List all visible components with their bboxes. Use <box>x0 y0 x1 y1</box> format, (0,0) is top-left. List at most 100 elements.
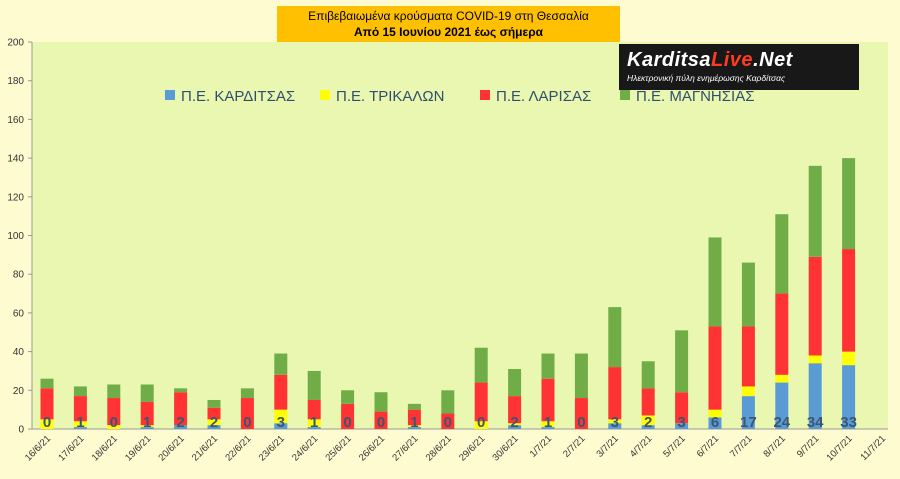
data-label: 1 <box>544 414 552 431</box>
x-tick-label: 18/6/21 <box>90 433 120 463</box>
bar-segment-4 <box>374 392 388 412</box>
bar-segment-4 <box>541 353 555 379</box>
bar-segment-3 <box>608 367 622 420</box>
bar-segment-4 <box>73 386 87 397</box>
x-tick-label: 9/7/21 <box>795 433 821 459</box>
x-tick-label: 3/7/21 <box>594 433 620 459</box>
data-label: 2 <box>644 414 652 431</box>
y-tick-label: 180 <box>7 76 24 87</box>
bar-segment-4 <box>207 399 221 408</box>
x-tick-label: 20/6/21 <box>157 433 187 463</box>
bar-segment-1 <box>541 427 555 429</box>
data-label: 2 <box>210 414 218 431</box>
data-label: 24 <box>773 414 790 431</box>
logo-subtitle: Ηλεκτρονική πύλη ενημέρωσης Καρδίτσας <box>627 73 786 83</box>
logo-text-b: Live <box>711 49 754 71</box>
bar-segment-2 <box>741 386 755 397</box>
bar-segment-4 <box>240 388 254 399</box>
bar-segment-4 <box>608 307 622 368</box>
bar-segment-4 <box>174 388 188 393</box>
bar-segment-1 <box>675 423 689 429</box>
bar-segment-3 <box>541 378 555 422</box>
bar-segment-2 <box>541 421 555 428</box>
data-label: 1 <box>76 414 84 431</box>
x-tick-label: 24/6/21 <box>290 433 320 463</box>
x-tick-label: 11/7/21 <box>858 433 888 463</box>
data-label: 0 <box>444 414 452 431</box>
bar-segment-4 <box>708 237 722 327</box>
bar-segment-4 <box>508 369 522 397</box>
bar-segment-1 <box>775 382 789 429</box>
data-label: 34 <box>807 414 824 431</box>
data-label: 0 <box>43 414 51 431</box>
y-tick-label: 140 <box>7 154 24 165</box>
bar-segment-3 <box>374 411 388 429</box>
bar-segment-1 <box>140 427 154 429</box>
bar-segment-4 <box>40 378 54 389</box>
bar-segment-1 <box>407 427 421 429</box>
bar-segment-3 <box>741 326 755 387</box>
x-tick-label: 1/7/21 <box>528 433 554 459</box>
legend-swatch <box>480 90 490 100</box>
chart-title-line1: Επιβεβαιωμένα κρούσματα COVID-19 στη Θεσ… <box>308 9 589 23</box>
bar-segment-4 <box>641 361 655 389</box>
y-tick-label: 200 <box>7 38 24 49</box>
bar-segment-2 <box>641 415 655 426</box>
bar-segment-1 <box>73 427 87 429</box>
data-label: 2 <box>176 414 184 431</box>
data-label: 3 <box>611 414 619 431</box>
bar-segment-2 <box>608 419 622 424</box>
bar-segment-2 <box>407 425 421 428</box>
bar-segment-1 <box>842 365 856 429</box>
bar-segment-1 <box>708 417 722 429</box>
bar-segment-3 <box>641 388 655 416</box>
x-tick-label: 23/6/21 <box>257 433 287 463</box>
bar-segment-3 <box>40 388 54 420</box>
bar-segment-3 <box>508 396 522 424</box>
y-tick-label: 40 <box>13 347 25 358</box>
bar-segment-3 <box>240 398 254 429</box>
bar-segment-2 <box>107 425 121 429</box>
legend-label: Π.Ε. ΛΑΡΙΣΑΣ <box>496 88 592 105</box>
chart-title: Επιβεβαιωμένα κρούσματα COVID-19 στη Θεσ… <box>277 6 620 42</box>
bar-segment-2 <box>40 419 54 429</box>
bar-segment-2 <box>842 351 856 366</box>
bar-segment-4 <box>775 214 789 294</box>
data-label: 0 <box>243 414 251 431</box>
bar-segment-3 <box>140 401 154 426</box>
bar-segment-2 <box>140 425 154 428</box>
bar-segment-1 <box>808 363 822 429</box>
bar-segment-4 <box>675 330 689 393</box>
bar-segment-1 <box>508 425 522 429</box>
x-tick-label: 30/6/21 <box>491 433 521 463</box>
bar-segment-4 <box>107 384 121 399</box>
x-tick-label: 17/6/21 <box>56 433 86 463</box>
data-label: 33 <box>840 414 857 431</box>
bar-segment-3 <box>775 293 789 375</box>
x-tick-label: 28/6/21 <box>424 433 454 463</box>
data-label: 3 <box>277 414 285 431</box>
bar-segment-4 <box>140 384 154 402</box>
bar-segment-3 <box>842 249 856 352</box>
bar-segment-1 <box>174 425 188 429</box>
bar-segment-4 <box>407 403 421 410</box>
data-label: 0 <box>477 414 485 431</box>
legend-item: Π.Ε. ΚΑΡΔΙΤΣΑΣ <box>165 88 295 105</box>
bar-segment-3 <box>73 396 87 422</box>
x-tick-label: 26/6/21 <box>357 433 387 463</box>
bar-segment-4 <box>341 390 355 404</box>
data-label: 0 <box>343 414 351 431</box>
bar-segment-3 <box>708 326 722 410</box>
x-tick-label: 5/7/21 <box>661 433 687 459</box>
bar-segment-2 <box>808 355 822 364</box>
bar-segment-3 <box>808 256 822 356</box>
x-tick-label: 21/6/21 <box>190 433 220 463</box>
x-tick-label: 7/7/21 <box>728 433 754 459</box>
bar-segment-1 <box>274 423 288 429</box>
bar-segment-4 <box>842 158 856 250</box>
bar-segment-2 <box>508 423 522 426</box>
bar-segment-1 <box>741 396 755 429</box>
bar-segment-3 <box>441 413 455 429</box>
logo-text-a: Karditsa <box>627 49 712 71</box>
